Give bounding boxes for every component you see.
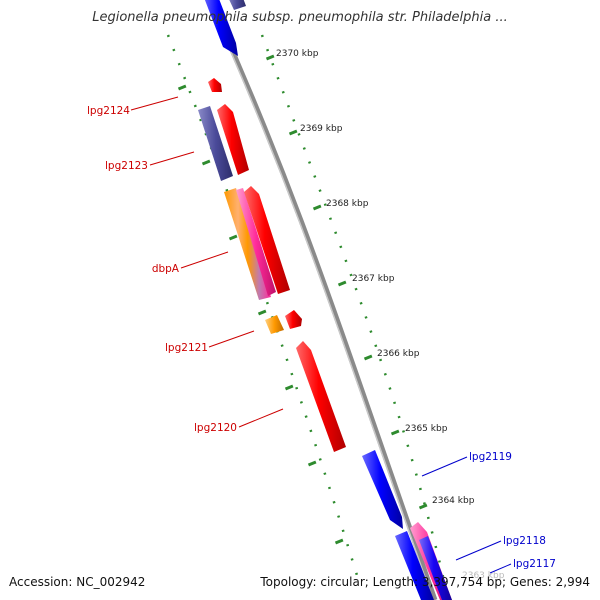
scale-label: 2369 kbp bbox=[300, 124, 343, 134]
scale-label: 2366 kbp bbox=[377, 349, 420, 359]
genome-backbone-highlight bbox=[207, 0, 434, 600]
gene-lpg2117[interactable] bbox=[395, 531, 434, 600]
gene-lpg2120[interactable] bbox=[296, 341, 346, 452]
reverse-gene-labels: lpg2119 lpg2118 lpg2117 bbox=[469, 451, 556, 570]
scale-label: 2365 kbp bbox=[405, 424, 448, 434]
scale-label: 2370 kbp bbox=[276, 49, 319, 59]
gene-label[interactable]: lpg2124 bbox=[87, 105, 130, 117]
gene-lpg2123[interactable] bbox=[198, 106, 233, 181]
accession-text: Accession: NC_002942 bbox=[9, 575, 146, 589]
reverse-label-lines bbox=[421, 456, 512, 574]
scale-label: 2368 kbp bbox=[326, 199, 369, 209]
gene-label[interactable]: lpg2123 bbox=[105, 160, 148, 172]
forward-label-lines bbox=[130, 96, 284, 428]
scale-label: 2363 kbp bbox=[462, 571, 505, 581]
map-title: Legionella pneumophila subsp. pneumophil… bbox=[92, 10, 508, 25]
forward-gene-labels: lpg2124 lpg2123 dbpA lpg2121 lpg2120 bbox=[87, 105, 237, 434]
gene-lpg2121[interactable] bbox=[265, 315, 284, 334]
gene-lpg2117-b[interactable] bbox=[419, 536, 452, 600]
scale-label: 2364 kbp bbox=[432, 496, 475, 506]
gene-lpg2119[interactable] bbox=[362, 450, 403, 529]
scale-labels: 2370 kbp 2369 kbp 2368 kbp 2367 kbp 2366… bbox=[276, 49, 505, 581]
summary-text: Topology: circular; Length: 3,397,754 bp… bbox=[260, 575, 590, 589]
gene-reverse-top[interactable] bbox=[203, 0, 246, 56]
scale-label: 2367 kbp bbox=[352, 274, 395, 284]
gene-lpg2124[interactable] bbox=[208, 78, 222, 92]
gene-lpg2121-red[interactable] bbox=[285, 310, 302, 329]
gene-label[interactable]: lpg2119 bbox=[469, 451, 512, 463]
scale-ticks bbox=[177, 54, 428, 545]
gene-dbpA-pink[interactable] bbox=[236, 188, 276, 296]
gene-label[interactable]: lpg2121 bbox=[165, 342, 208, 354]
gene-red-dbpA-b[interactable] bbox=[244, 186, 290, 294]
gene-label[interactable]: lpg2120 bbox=[194, 422, 237, 434]
gene-red-2123b[interactable] bbox=[217, 104, 249, 175]
genome-backbone bbox=[207, 0, 438, 600]
gene-label[interactable]: dbpA bbox=[152, 263, 180, 275]
gene-label[interactable]: lpg2117 bbox=[513, 558, 556, 570]
gene-label[interactable]: lpg2118 bbox=[503, 535, 546, 547]
outer-tick-track bbox=[260, 34, 447, 586]
gene-dbpA[interactable] bbox=[224, 188, 271, 300]
